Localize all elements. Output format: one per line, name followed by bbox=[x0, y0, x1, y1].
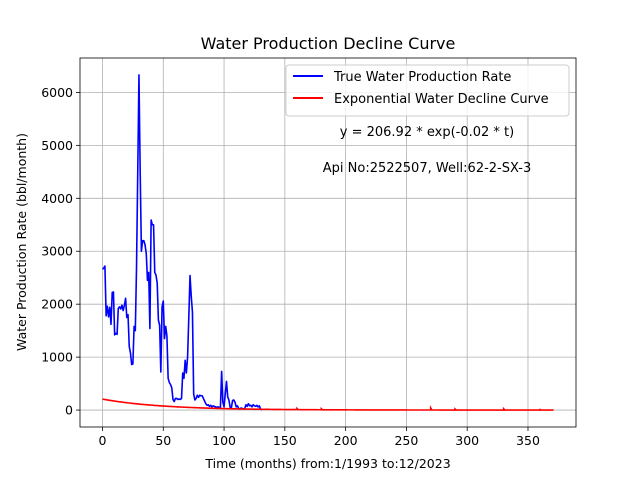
x-tick-label: 50 bbox=[155, 433, 171, 448]
x-tick-label: 200 bbox=[334, 433, 358, 448]
legend-label-true-rate: True Water Production Rate bbox=[333, 70, 511, 85]
legend-box bbox=[285, 64, 570, 117]
x-tick-label: 250 bbox=[394, 433, 418, 448]
legend-label-exponential-curve: Exponential Water Decline Curve bbox=[334, 92, 549, 107]
x-tick-label: 300 bbox=[455, 433, 479, 448]
y-tick-label: 2000 bbox=[41, 297, 73, 312]
y-tick-label: 5000 bbox=[41, 138, 73, 153]
y-tick-label: 0 bbox=[65, 403, 73, 418]
equation-annotation: y = 206.92 * exp(-0.02 * t) bbox=[340, 125, 514, 140]
well-id-annotation: Api No:2522507, Well:62-2-SX-3 bbox=[323, 161, 531, 176]
x-axis-ticks: 0 50 100 150 200 250 300 350 bbox=[99, 427, 540, 448]
y-tick-label: 3000 bbox=[41, 244, 73, 259]
x-tick-label: 0 bbox=[99, 433, 107, 448]
y-tick-label: 4000 bbox=[41, 191, 73, 206]
x-tick-label: 100 bbox=[212, 433, 236, 448]
x-tick-label: 150 bbox=[273, 433, 297, 448]
y-tick-label: 1000 bbox=[41, 350, 73, 365]
legend: True Water Production Rate Exponential W… bbox=[285, 64, 570, 117]
plot-frame bbox=[79, 57, 577, 428]
x-axis-label: Time (months) from:1/1993 to:12/2023 bbox=[204, 456, 450, 471]
x-tick-label: 350 bbox=[516, 433, 540, 448]
y-axis-ticks: 0 1000 2000 3000 4000 5000 6000 bbox=[41, 85, 80, 418]
chart-title: Water Production Decline Curve bbox=[201, 34, 456, 53]
series-layer bbox=[101, 74, 554, 411]
series-line-exponential-curve bbox=[102, 398, 554, 411]
y-axis-label: Water Production Rate (bbl/month) bbox=[14, 133, 29, 351]
y-tick-label: 6000 bbox=[41, 85, 73, 100]
series-line-true-rate bbox=[101, 74, 263, 411]
